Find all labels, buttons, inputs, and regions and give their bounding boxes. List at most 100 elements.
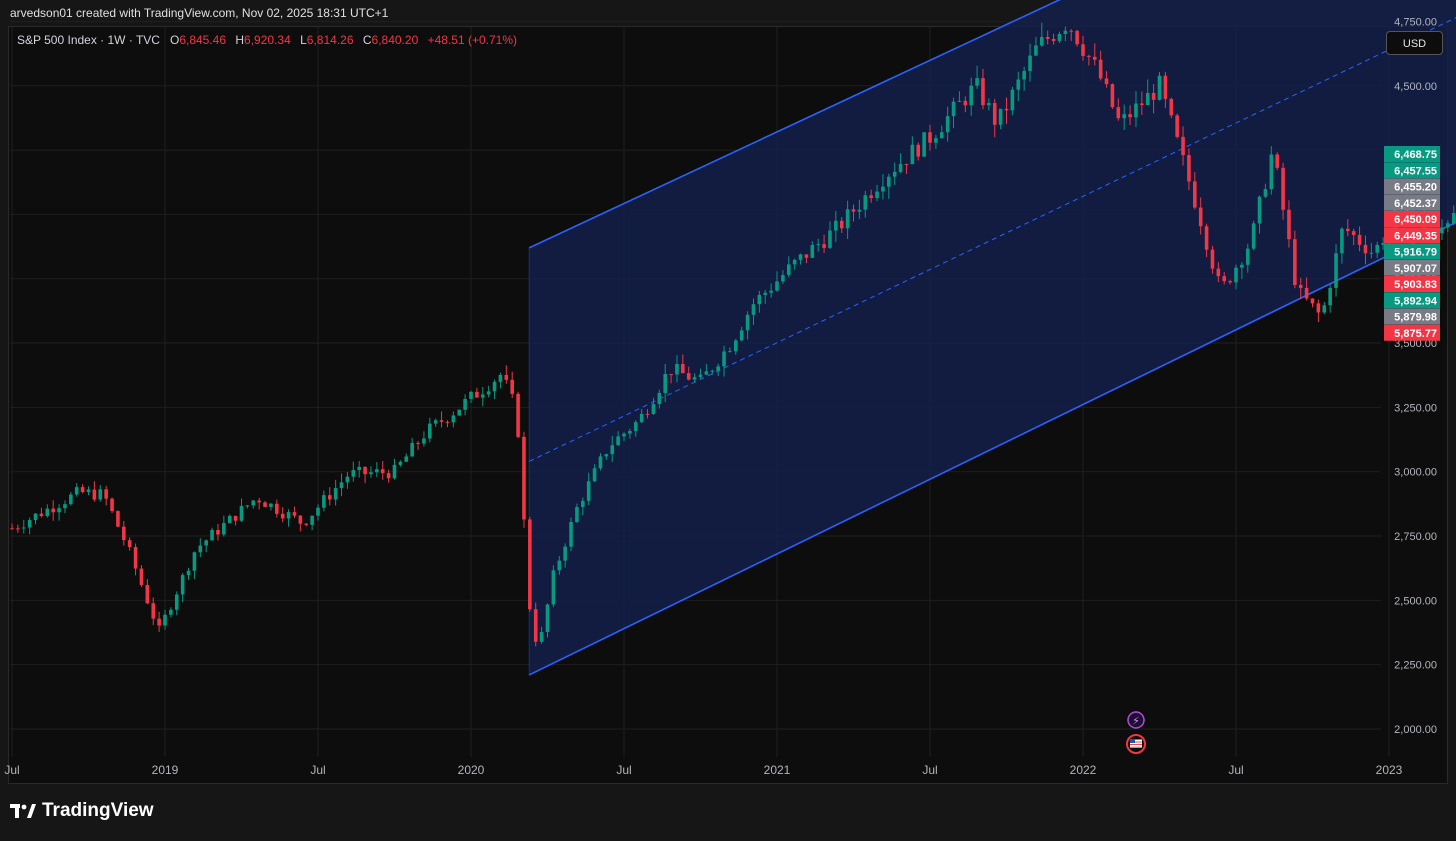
- x-tick-label: 2020: [458, 763, 485, 777]
- candle-body: [433, 420, 438, 424]
- candle-body: [628, 430, 632, 434]
- candle-body: [704, 371, 709, 375]
- tradingview-logo-icon: [10, 804, 36, 818]
- candle-body: [480, 394, 485, 398]
- candle-body: [375, 469, 379, 473]
- candle-body: [1234, 267, 1238, 283]
- candle-body: [392, 464, 397, 479]
- candle-body: [898, 163, 903, 172]
- candle-body: [428, 423, 432, 439]
- candle-body: [610, 445, 615, 455]
- candle-body: [998, 108, 1003, 125]
- close-value: 6,840.20: [371, 33, 419, 47]
- price-tag: [1384, 276, 1440, 292]
- candle-body: [851, 209, 856, 212]
- candle-body: [604, 454, 609, 457]
- candle-body: [669, 374, 673, 376]
- candle-body: [51, 508, 55, 513]
- candle-body: [127, 540, 132, 548]
- candle-body: [533, 609, 538, 642]
- candle-body: [557, 560, 562, 571]
- candle-body: [63, 504, 67, 509]
- candle-body: [498, 374, 503, 382]
- price-tag-label: 6,455.20: [1394, 182, 1437, 194]
- candle-body: [363, 466, 367, 475]
- candle-body: [451, 415, 456, 423]
- candle-body: [987, 103, 991, 106]
- candle-body: [275, 503, 279, 514]
- candle-body: [734, 340, 738, 352]
- price-tag-label: 6,468.75: [1394, 149, 1437, 161]
- change-value: +48.51 (+0.71%): [427, 33, 517, 47]
- candle-body: [1198, 207, 1203, 227]
- price-tag: [1384, 324, 1440, 341]
- candle-body: [575, 507, 579, 523]
- candle-body: [528, 519, 532, 610]
- candle-body: [1092, 56, 1097, 60]
- tradingview-logo[interactable]: TradingView: [10, 800, 154, 822]
- candle-body: [1369, 252, 1374, 254]
- candle-body: [910, 144, 915, 165]
- price-tag: [1384, 178, 1440, 195]
- candle-body: [1128, 114, 1132, 118]
- candle-body: [327, 495, 332, 500]
- candle-body: [539, 632, 544, 642]
- candle-body: [1375, 244, 1380, 253]
- candle-body: [1204, 226, 1209, 250]
- price-tag: [1384, 292, 1440, 309]
- candle-body: [1104, 78, 1109, 85]
- us-flag-canton: [1130, 739, 1135, 743]
- candle-body: [1034, 45, 1038, 56]
- candle-body: [1134, 103, 1138, 118]
- candle-body: [1175, 115, 1179, 137]
- candle-body: [1057, 33, 1062, 41]
- candle-body: [1151, 92, 1156, 100]
- candle-body: [1251, 223, 1256, 249]
- x-tick-label: 2022: [1070, 763, 1097, 777]
- price-tag: [1384, 162, 1440, 179]
- candle-body: [316, 507, 320, 516]
- currency-button[interactable]: USD: [1386, 31, 1443, 55]
- candle-body: [169, 609, 173, 615]
- candle-body: [310, 515, 314, 525]
- candle-body: [1116, 107, 1121, 119]
- candle-body: [1081, 44, 1085, 56]
- candle-body: [351, 470, 356, 477]
- channel-median-line: [528, 17, 1456, 462]
- candle-body: [504, 374, 509, 380]
- candle-body: [1187, 155, 1191, 182]
- candle-body: [992, 103, 997, 125]
- candle-body: [686, 373, 691, 380]
- candle-body: [98, 489, 103, 500]
- candle-body: [1140, 103, 1144, 106]
- candle-body: [1145, 92, 1150, 106]
- y-tick-label: 3,250.00: [1394, 402, 1437, 414]
- us-flag-field: [1130, 739, 1142, 748]
- candle-body: [322, 495, 326, 508]
- candle-body: [163, 614, 167, 626]
- candle-body: [298, 515, 303, 524]
- candle-body: [333, 488, 338, 500]
- x-tick-label: 2023: [1376, 763, 1403, 777]
- candle-body: [92, 489, 97, 500]
- candle-body: [969, 85, 973, 106]
- candle-body: [563, 546, 567, 561]
- candle-body: [1328, 287, 1332, 306]
- brand-name: TradingView: [42, 800, 154, 821]
- candle-body: [875, 191, 879, 199]
- candle-body: [1087, 55, 1091, 57]
- candle-body: [380, 469, 385, 474]
- candle-body: [1293, 239, 1297, 285]
- candle-body: [1304, 287, 1309, 299]
- candle-body: [745, 314, 750, 331]
- candle-body: [928, 132, 932, 143]
- candle-body: [174, 594, 179, 610]
- candle-body: [845, 209, 850, 229]
- candle-body: [798, 254, 803, 260]
- candle-body: [1281, 167, 1285, 210]
- candle-body: [1245, 248, 1250, 265]
- candle-body: [304, 523, 309, 525]
- candle-body: [816, 244, 820, 246]
- candle-body: [975, 78, 979, 86]
